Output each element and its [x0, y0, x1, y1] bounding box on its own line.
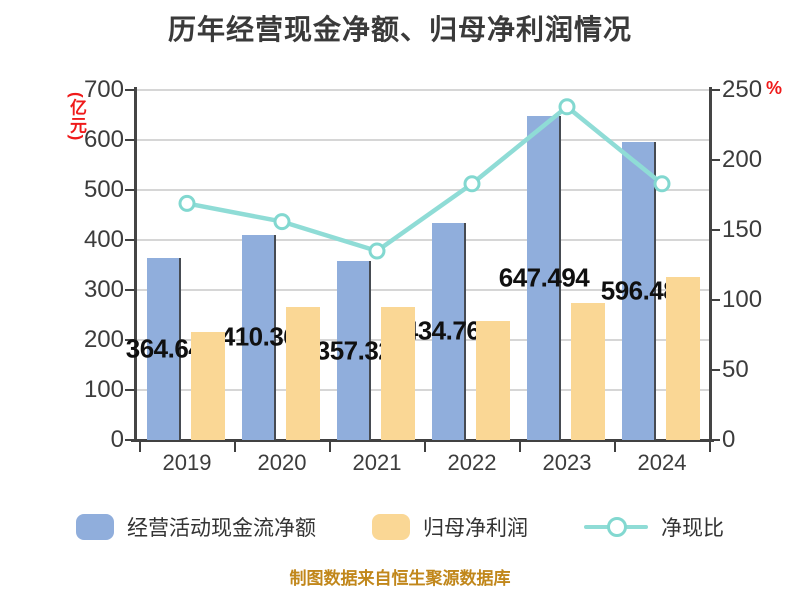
left-axis-tick-label: 700 — [83, 76, 124, 103]
right-axis-tick — [710, 229, 720, 231]
bar-profit-2020 — [286, 307, 320, 440]
ratio-line-marker-icon — [584, 514, 648, 540]
x-axis-label: 2020 — [257, 450, 307, 475]
left-axis-tick — [125, 239, 135, 241]
left-axis-tick — [125, 189, 135, 191]
cashflow-swatch — [76, 514, 114, 540]
left-axis-tick — [125, 139, 135, 141]
x-axis-tick — [423, 440, 426, 452]
right-axis-tick — [710, 159, 720, 161]
legend-label-ratio: 净现比 — [661, 517, 724, 540]
left-axis-tick-label: 600 — [83, 126, 124, 153]
profit-swatch — [372, 514, 410, 540]
gridline — [135, 389, 710, 391]
left-axis-tick — [125, 289, 135, 291]
left-axis-tick-label: 500 — [83, 176, 124, 203]
left-axis-tick — [125, 389, 135, 391]
gridline — [135, 139, 710, 141]
bar-cashflow-2021 — [337, 261, 371, 440]
left-axis-tick-label: 100 — [83, 376, 124, 403]
right-axis-line — [709, 87, 712, 440]
right-axis-tick — [710, 369, 720, 371]
bar-profit-2019 — [191, 332, 225, 440]
ratio-marker-2023 — [558, 98, 576, 116]
ratio-line — [186, 104, 664, 254]
right-axis-tick-label: 150 — [722, 216, 763, 243]
legend-item-profit: 归母净利润 — [372, 512, 528, 542]
legend: 经营活动现金流净额 归母净利润 净现比 — [0, 512, 800, 542]
data-label-2020: 410.36 — [220, 321, 298, 352]
right-axis-tick — [710, 89, 720, 91]
left-axis-tick-label: 400 — [83, 226, 124, 253]
x-axis-tick — [233, 440, 236, 452]
x-axis-label: 2022 — [447, 450, 497, 475]
bar-cashflow-2022 — [432, 222, 466, 440]
data-label-2024: 596.48 — [600, 275, 678, 306]
legend-label-profit: 归母净利润 — [423, 517, 528, 540]
x-axis-tick — [613, 440, 616, 452]
x-axis-label: 2023 — [542, 450, 592, 475]
chart-title: 历年经营现金净额、归母净利润情况 — [167, 14, 632, 45]
bar-profit-2023 — [571, 303, 605, 440]
ratio-marker-2019 — [178, 194, 196, 212]
right-axis-tick-label: 100 — [722, 286, 763, 313]
legend-item-cashflow: 经营活动现金流净额 — [76, 512, 316, 542]
x-axis-line — [131, 439, 714, 442]
right-axis-unit: % — [766, 78, 783, 98]
x-axis-label: 2021 — [352, 450, 402, 475]
gridline — [135, 289, 710, 291]
right-axis-tick — [710, 439, 720, 441]
legend-label-cashflow: 经营活动现金流净额 — [127, 517, 316, 540]
left-axis-tick-label: 200 — [83, 326, 124, 353]
left-axis-tick-label: 0 — [110, 426, 124, 453]
bar-profit-2022 — [476, 321, 510, 440]
data-label-2023: 647.494 — [498, 262, 590, 293]
bar-profit-2024 — [666, 277, 700, 440]
data-source-note: 制图数据来自恒生聚源数据库 — [289, 569, 511, 588]
right-axis-tick — [710, 299, 720, 301]
left-axis-tick — [125, 339, 135, 341]
ratio-marker-2021 — [368, 242, 386, 260]
bar-cashflow-2019 — [147, 257, 181, 440]
gridline — [135, 89, 710, 91]
gridline — [135, 339, 710, 341]
x-axis-tick — [138, 440, 141, 452]
data-label-2021: 357.32 — [315, 335, 393, 366]
x-axis-tick — [328, 440, 331, 452]
left-axis-tick — [125, 89, 135, 91]
x-axis-tick — [708, 440, 711, 452]
x-axis-label: 2024 — [637, 450, 687, 475]
x-axis-tick — [518, 440, 521, 452]
right-axis-tick-label: 200 — [722, 146, 763, 173]
bar-cashflow-2020 — [242, 234, 276, 440]
left-axis-tick — [125, 439, 135, 441]
left-axis-tick-label: 300 — [83, 276, 124, 303]
right-axis-tick-label: 250 — [722, 76, 763, 103]
ratio-marker-2020 — [273, 213, 291, 231]
right-axis-tick-label: 0 — [722, 426, 736, 453]
bar-profit-2021 — [381, 307, 415, 440]
legend-item-ratio: 净现比 — [584, 512, 724, 542]
right-axis-tick-label: 50 — [722, 356, 749, 383]
left-axis-line — [134, 87, 137, 440]
left-axis-unit: (亿元) — [67, 92, 86, 142]
data-label-2019: 364.64 — [125, 333, 203, 364]
x-axis-label: 2019 — [162, 450, 212, 475]
